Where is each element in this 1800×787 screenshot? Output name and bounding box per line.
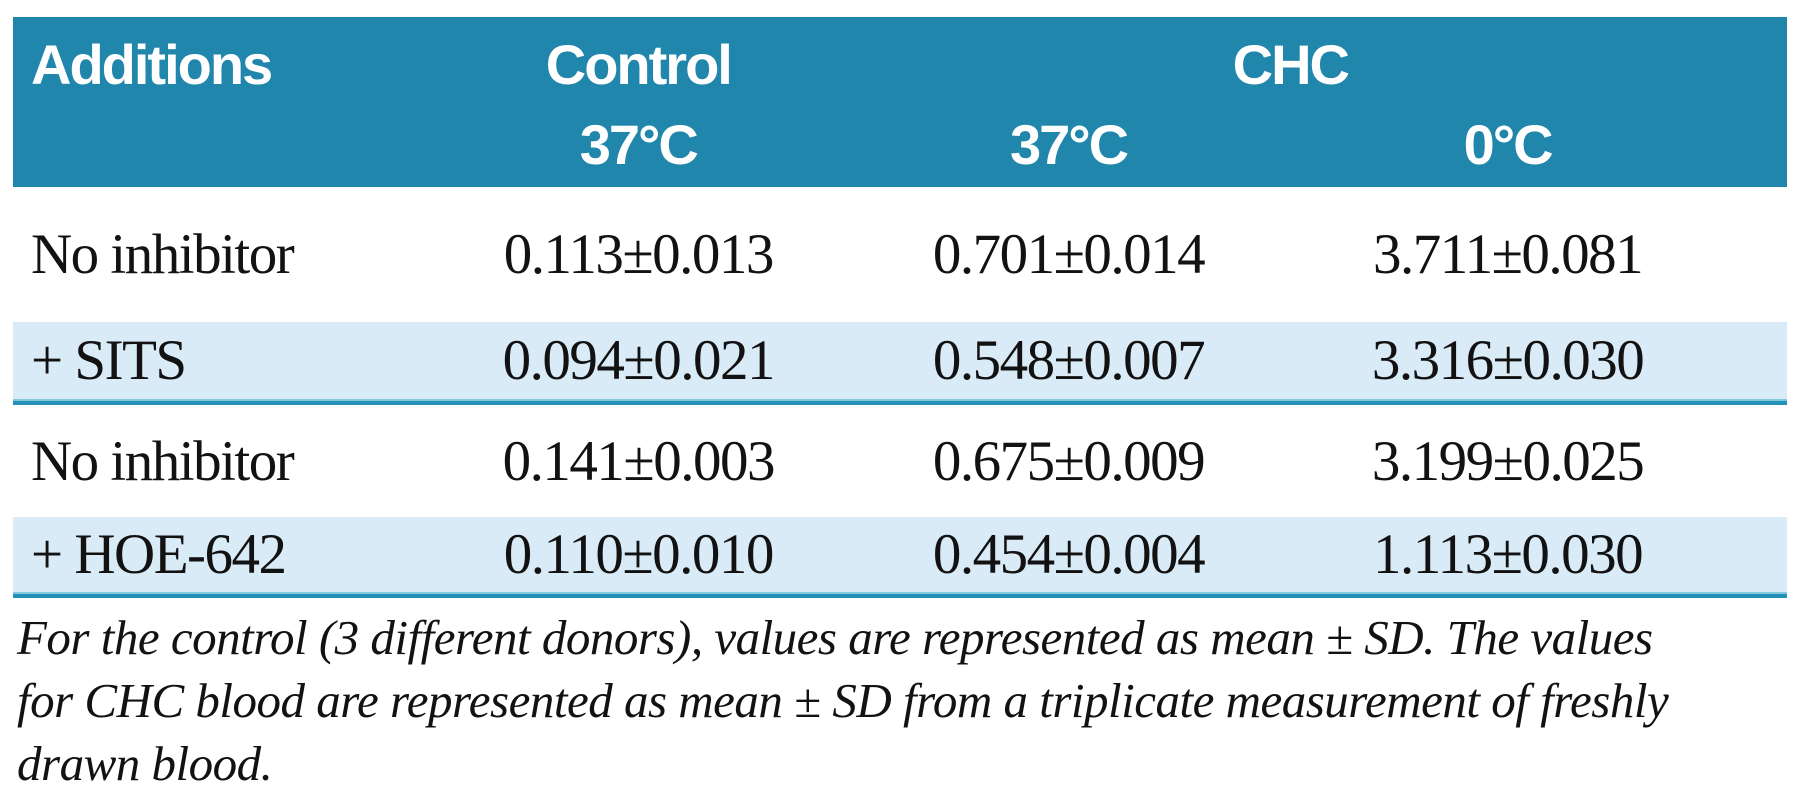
table-header: Additions Control CHC 37°C 37°C 0°C [13, 17, 1787, 187]
header-cell-chc-0c: 0°C [1463, 113, 1554, 176]
cell-chc-37: 0.548±0.007 [932, 329, 1206, 392]
table-row: No inhibitor 0.141±0.003 0.675±0.009 3.1… [13, 405, 1787, 517]
cell-control-37: 0.141±0.003 [502, 429, 776, 493]
data-table: Additions Control CHC 37°C 37°C 0°C No i… [13, 17, 1787, 598]
cell-addition: No inhibitor [31, 429, 295, 493]
cell-control-37: 0.113±0.013 [503, 223, 775, 286]
cell-chc-37: 0.675±0.009 [932, 429, 1206, 493]
footnote-line: drawn blood. [17, 736, 273, 787]
cell-chc-0: 3.199±0.025 [1371, 429, 1645, 493]
header-group-row: Additions Control CHC [13, 25, 1787, 105]
cell-chc-37: 0.701±0.014 [932, 223, 1206, 286]
cell-chc-37: 0.454±0.004 [932, 523, 1206, 586]
table-bottom-line [13, 592, 1787, 598]
cell-control-37: 0.094±0.021 [502, 329, 776, 392]
cell-addition: + SITS [31, 329, 187, 392]
table-footnote: For the control (3 different donors), va… [17, 606, 1783, 787]
header-cell-additions: Additions [31, 33, 273, 96]
header-cell-control-37c: 37°C [579, 113, 699, 176]
header-temp-row: 37°C 37°C 0°C [13, 105, 1787, 185]
header-cell-control: Control [545, 33, 733, 96]
cell-chc-0: 3.711±0.081 [1372, 223, 1644, 286]
cell-addition: No inhibitor [31, 223, 295, 286]
cell-addition: + HOE-642 [31, 523, 287, 586]
cell-chc-0: 3.316±0.030 [1371, 329, 1645, 392]
header-cell-chc: CHC [1232, 33, 1350, 96]
header-cell-chc-37c: 37°C [1009, 113, 1129, 176]
cell-chc-0: 1.113±0.030 [1372, 523, 1644, 586]
footnote-line: for CHC blood are represented as mean ± … [17, 673, 1669, 728]
table-row: + HOE-642 0.110±0.010 0.454±0.004 1.113±… [13, 517, 1787, 592]
cell-control-37: 0.110±0.010 [503, 523, 775, 586]
table-row: No inhibitor 0.113±0.013 0.701±0.014 3.7… [13, 187, 1787, 322]
group-separator-line [13, 399, 1787, 405]
table-row: + SITS 0.094±0.021 0.548±0.007 3.316±0.0… [13, 322, 1787, 399]
footnote-line: For the control (3 different donors), va… [17, 610, 1653, 665]
